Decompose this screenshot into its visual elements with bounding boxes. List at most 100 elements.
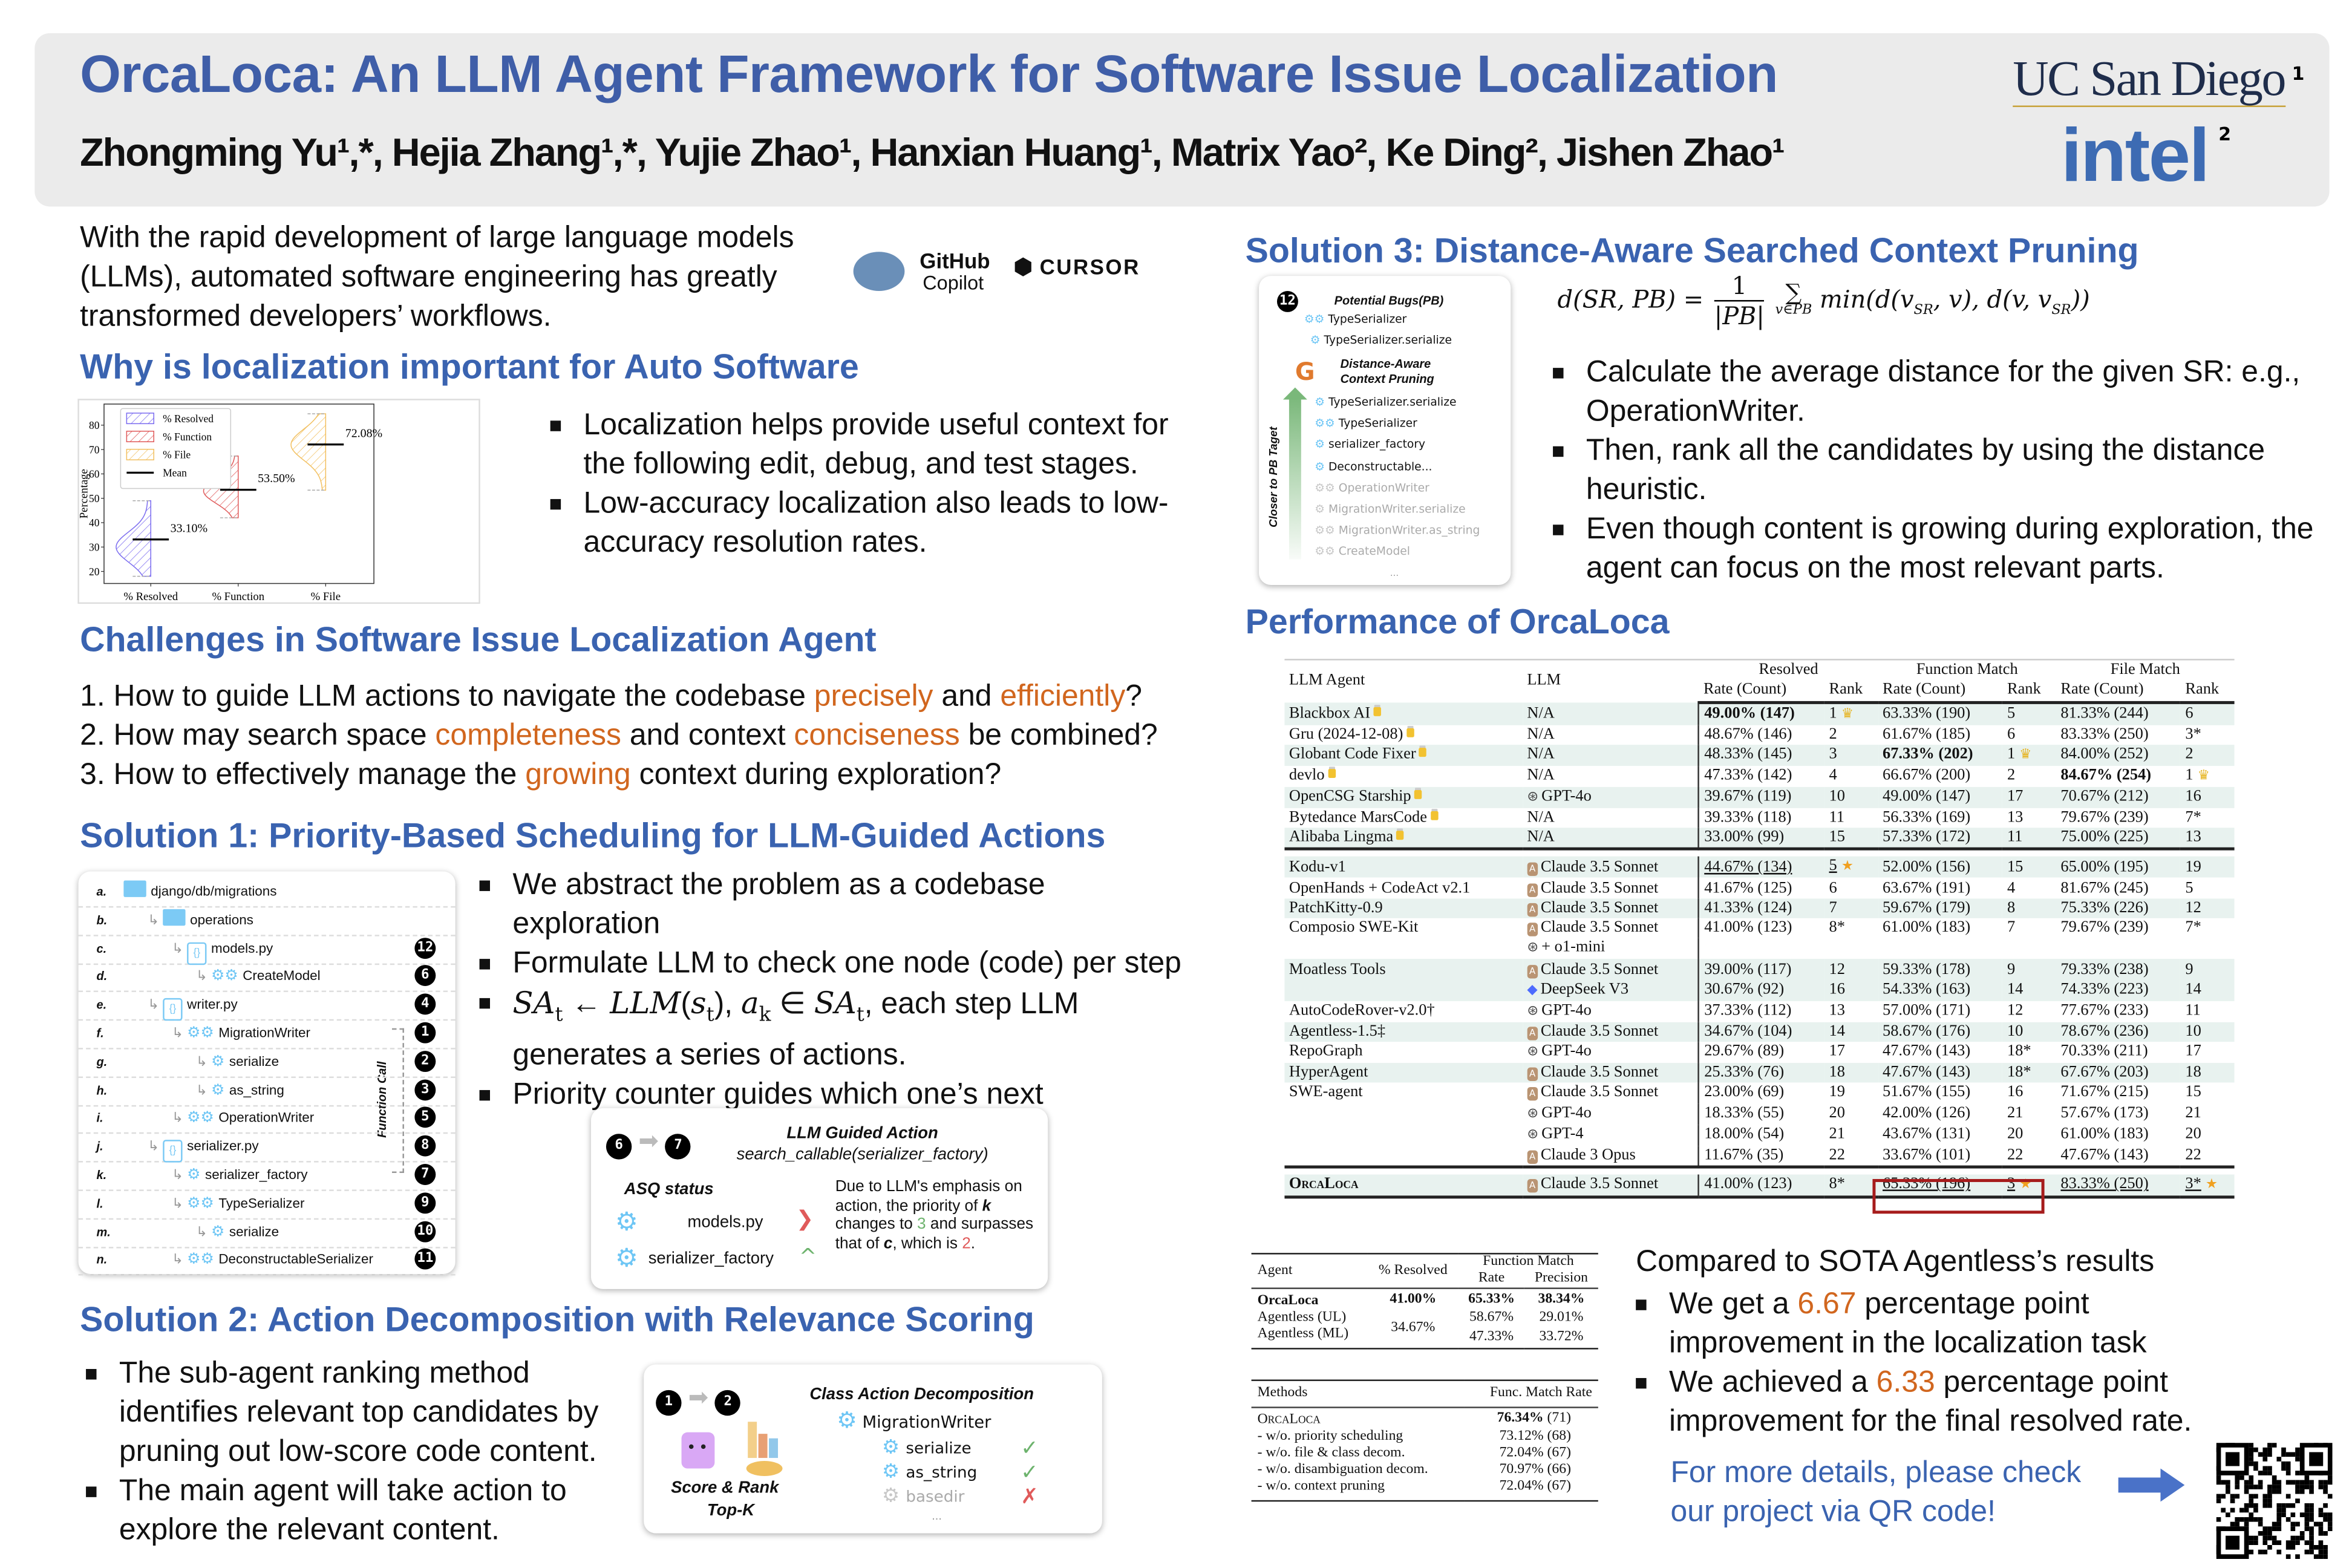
tree-node[interactable]: g. ↳ ⚙ serialize 2: [78, 1048, 456, 1078]
llm-name: Claude 3.5 Sonnet: [1540, 961, 1659, 978]
table-row: AutoCodeRover-v2.0† ⊛ GPT-4o 37.33% (112) 13…: [1284, 1001, 2234, 1022]
class-gear-icon: ⚙⚙: [1315, 416, 1339, 430]
class-name: MigrationWriter: [862, 1413, 991, 1432]
metric-cell: 61.67% (185): [1878, 725, 2003, 745]
metric-cell: 57.33% (172): [1878, 828, 2003, 850]
guided-action-note: Due to LLM's emphasis on action, the pri…: [835, 1177, 1040, 1253]
method-cell: - w/o. priority scheduling: [1257, 1429, 1403, 1445]
metric-value: 44.67% (134): [1704, 859, 1792, 876]
metric-cell: 6: [2002, 725, 2056, 745]
tree-node[interactable]: h. ↳ ⚙ as_string 3: [78, 1076, 456, 1106]
node-letter: e.: [96, 998, 107, 1012]
metric-value: 81.33% (244): [2060, 705, 2149, 723]
function-gear-icon: ⚙: [211, 1053, 225, 1071]
node-letter: m.: [96, 1225, 111, 1239]
metric-value: 20: [2007, 1126, 2024, 1143]
class-gear-icon: ⚙⚙: [1315, 544, 1339, 559]
ranked-candidate: ⚙⚙ MigrationWriter.as_string: [1315, 523, 1480, 537]
metric-cell: 41.00% (123): [1698, 918, 1825, 939]
metric-cell: 20: [2181, 1124, 2235, 1145]
metric-cell: 47.67% (143): [1878, 1062, 2003, 1083]
ranked-candidate: ⚙⚙ CreateModel: [1315, 545, 1410, 558]
llm-cell: ⊛ GPT-4: [1523, 1124, 1699, 1145]
method-item: ⚙ as_string ✓: [882, 1461, 1048, 1485]
rate-cell: 76.34% (71): [1465, 1408, 1598, 1429]
metric-value: 39.33% (118): [1704, 809, 1792, 826]
agent-name: PatchKitty-0.9: [1289, 900, 1383, 917]
agent-name: Kodu-v1: [1289, 859, 1346, 876]
llm-cell: N/A: [1523, 725, 1699, 745]
divider: [1284, 848, 2235, 857]
metric-value: 81.67% (245): [2060, 880, 2149, 897]
metric-cell: 47.33% (142): [1698, 765, 1825, 787]
llm-cell: A Claude 3.5 Sonnet: [1523, 1083, 1699, 1103]
anthropic-icon: A: [1527, 862, 1538, 876]
metric-cell: 47.67% (143): [1878, 1042, 2003, 1063]
metric-cell: 18*: [2002, 1062, 2056, 1083]
text-segment: SA: [512, 984, 555, 1021]
asq-status-label: ASQ status: [624, 1180, 714, 1199]
tree-node[interactable]: n. ↳ ⚙⚙ DeconstructableSerializer 11: [78, 1246, 456, 1276]
metric-cell: 20: [2002, 1124, 2056, 1145]
tree-node[interactable]: f. ↳ ⚙⚙ MigrationWriter 1: [78, 1019, 456, 1050]
metric-value: 39.00% (117): [1704, 961, 1792, 978]
agent-name: Moatless Tools: [1289, 961, 1386, 978]
table-row: Bytedance MarsCode N/A 39.33% (118) 11 56.33…: [1284, 808, 2234, 828]
tree-node[interactable]: l. ↳ ⚙⚙ TypeSerializer 9: [78, 1189, 456, 1220]
tree-node[interactable]: a. django/db/migrations: [78, 878, 456, 908]
metric-value: 6: [2185, 705, 2194, 723]
metric-cell: 11: [2181, 1001, 2235, 1022]
metric-cell: 42.00% (126): [1878, 1103, 2003, 1124]
bullet: Localization helps provide useful contex…: [550, 405, 1184, 484]
tree-node[interactable]: i. ↳ ⚙⚙ OperationWriter 5: [78, 1104, 456, 1135]
col-header: Precision: [1524, 1271, 1598, 1289]
legend-label: Mean: [163, 467, 187, 479]
agent-cell: OpenCSG Starship: [1284, 786, 1523, 808]
tree-node[interactable]: k. ↳ ⚙ serializer_factory 7: [78, 1161, 456, 1191]
metric-cell: 25.33% (76): [1698, 1062, 1825, 1083]
cursor-text: CURSOR: [1039, 255, 1140, 279]
qr-code[interactable]: [2216, 1443, 2333, 1560]
lock-icon: [1373, 706, 1381, 716]
metric-value: 16: [2007, 1084, 2024, 1102]
agent-name: RepoGraph: [1289, 1044, 1363, 1061]
text-segment: 2: [962, 1233, 971, 1252]
metric-cell: 57.00% (171): [1878, 1001, 2003, 1022]
table-row-orcaloca: OrcaLoca A Claude 3.5 Sonnet 41.00% (123) 8*…: [1284, 1174, 2235, 1199]
metric-value: 25.33% (76): [1704, 1064, 1785, 1082]
chevron-up-icon: ^: [799, 1245, 817, 1270]
table-row: Blackbox AI N/A 49.00% (147) 1 ♛ 63.33% (190…: [1284, 702, 2235, 725]
rate-cell: 70.97% (66): [1465, 1463, 1598, 1479]
tree-node[interactable]: c. ↳ {} models.py 12: [78, 934, 456, 965]
method-item: ⚙ basedir ✗: [882, 1485, 1048, 1509]
metric-value: 8*: [1829, 1176, 1845, 1194]
github-text: GitHub: [920, 249, 990, 273]
metric-value: 8*: [1829, 920, 1845, 937]
step-badge: 5: [414, 1107, 436, 1129]
metric-value: 15: [2185, 1084, 2201, 1102]
tree-node[interactable]: d. ↳ ⚙⚙ CreateModel 6: [78, 962, 456, 993]
text-segment: k: [982, 1196, 991, 1215]
tree-node[interactable]: e. ↳ {} writer.py 4: [78, 991, 456, 1021]
agent-name: OpenHands + CodeAct v2.1: [1289, 880, 1471, 897]
tree-node[interactable]: j. ↳ {} serializer.py 8: [78, 1132, 456, 1163]
node-letter: g.: [96, 1055, 108, 1069]
tree-arrow-icon: ↳: [172, 940, 188, 956]
class-gear-icon: ⚙⚙: [1304, 312, 1328, 326]
step-badge: 1: [414, 1022, 436, 1044]
function-gear-icon: ⚙: [1310, 333, 1324, 347]
cell: 47.33%: [1469, 1328, 1514, 1344]
text-segment: ?: [1125, 680, 1142, 713]
text-segment: t: [555, 1004, 563, 1027]
metric-value: 63.67% (191): [1882, 880, 1971, 897]
folder-icon: [123, 880, 146, 897]
metric-value: 5: [1829, 858, 1837, 875]
metric-value: 79.67% (239): [2060, 809, 2149, 826]
tree-node[interactable]: m. ↳ ⚙ serialize 10: [78, 1218, 456, 1248]
table-row: - w/o. file & class decom. 72.04% (67): [1252, 1446, 1598, 1462]
tree-node[interactable]: b. ↳ operations: [78, 906, 456, 936]
chart-legend: % Resolved % Function % File Mean: [120, 408, 232, 489]
legend-swatch: [126, 431, 154, 442]
text-segment: 2. How may search space: [80, 719, 436, 753]
metric-cell: 22: [2181, 1145, 2235, 1167]
